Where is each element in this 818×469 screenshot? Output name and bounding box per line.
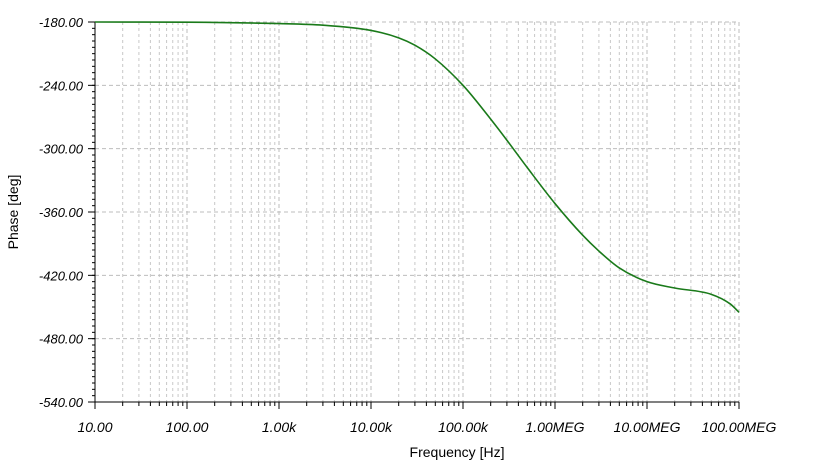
x-tick-label: 1.00MEG: [525, 419, 584, 435]
y-axis-label: Phase [deg]: [5, 175, 21, 250]
y-tick-label: -540.00: [39, 395, 84, 410]
y-tick-labels: -180.00 -240.00 -300.00 -360.00 -420.00 -480.…: [39, 15, 84, 410]
phase-series-line: [94, 21, 740, 313]
y-tick-label: -300.00: [39, 142, 84, 157]
x-tick-label: 10.00MEG: [614, 419, 681, 435]
series-layer: [94, 21, 740, 313]
x-tick-label: 100.00: [166, 419, 209, 435]
x-tick-label: 1.00k: [262, 419, 297, 435]
y-tick-label: -420.00: [39, 268, 84, 283]
x-tick-label: 10.00: [77, 419, 112, 435]
x-tick-labels: 10.00 100.00 1.00k 10.00k 100.00k 1.00MEG 10.0…: [77, 419, 776, 435]
axes: [88, 21, 740, 409]
x-tick-label: 100.00k: [438, 419, 489, 435]
y-tick-label: -180.00: [39, 15, 84, 30]
x-tick-label: 100.00MEG: [702, 419, 777, 435]
x-axis-label: Frequency [Hz]: [410, 444, 505, 460]
x-tick-label: 10.00k: [350, 419, 393, 435]
y-tick-label: -360.00: [39, 205, 84, 220]
major-gridlines: [94, 21, 740, 403]
y-tick-label: -240.00: [39, 78, 84, 93]
y-tick-label: -480.00: [39, 332, 84, 347]
